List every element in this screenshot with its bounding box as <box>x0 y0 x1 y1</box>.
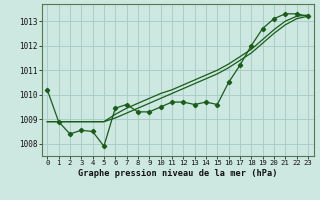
X-axis label: Graphe pression niveau de la mer (hPa): Graphe pression niveau de la mer (hPa) <box>78 169 277 178</box>
